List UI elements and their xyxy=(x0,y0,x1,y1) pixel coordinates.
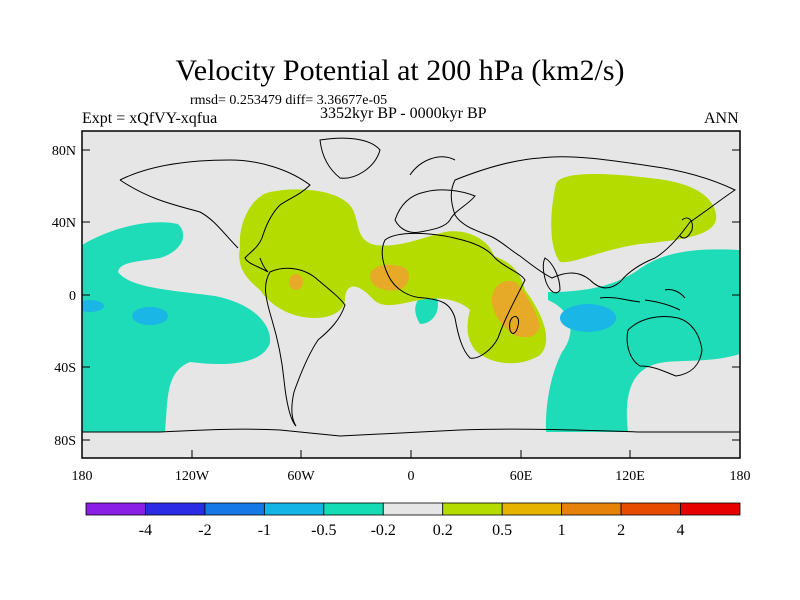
colorbar-box-10 xyxy=(680,502,741,516)
colorbar-label-7: 1 xyxy=(558,522,566,539)
lon-label-120e: 120E xyxy=(615,469,645,484)
latitude-ticks xyxy=(82,149,740,441)
blue-region-west-pacific-edge xyxy=(82,300,104,312)
coast-indonesia xyxy=(599,289,686,311)
period-label: 3352kyr BP - 0000kyr BP xyxy=(320,105,487,122)
lon-label-180w: 180 xyxy=(72,469,93,484)
colorbar-label-1: -2 xyxy=(198,522,211,539)
coast-north-america xyxy=(119,159,311,273)
colorbar-boxes xyxy=(85,502,741,516)
coastlines xyxy=(82,137,740,437)
colorbar-box-8 xyxy=(561,502,622,516)
teal-region-east-pacific-indonesia xyxy=(545,249,740,432)
season-label: ANN xyxy=(704,110,739,127)
lon-label-120w: 120W xyxy=(175,469,210,484)
lat-label-80n: 80N xyxy=(52,144,76,159)
lon-label-60e: 60E xyxy=(510,469,533,484)
blue-region-indian-ocean xyxy=(560,304,616,332)
coast-antarctica xyxy=(82,428,740,437)
longitude-ticks xyxy=(81,450,741,458)
lon-label-60w: 60W xyxy=(287,469,315,484)
experiment-label: Expt = xQfVY-xqfua xyxy=(82,110,218,127)
stats-line: rmsd= 0.253479 diff= 3.36677e-05 xyxy=(190,93,388,108)
colorbar-box-9 xyxy=(620,502,681,516)
colorbar-box-1 xyxy=(145,502,206,516)
coast-asia xyxy=(450,156,737,289)
lon-label-180e: 180 xyxy=(730,469,751,484)
lat-label-80s: 80S xyxy=(54,434,76,449)
colorbar-box-5 xyxy=(382,502,444,516)
coast-india xyxy=(542,257,561,294)
colorbar-box-2 xyxy=(204,502,265,516)
lat-label-40s: 40S xyxy=(54,361,76,376)
coast-japan xyxy=(679,217,693,239)
colorbar-box-6 xyxy=(442,502,503,516)
colorbar-label-9: 4 xyxy=(677,522,685,539)
lon-label-0: 0 xyxy=(408,469,415,484)
coast-australia xyxy=(626,316,703,377)
coast-madagascar xyxy=(509,315,519,334)
teal-region-south-atlantic xyxy=(415,295,438,324)
coast-greenland xyxy=(319,137,381,179)
coast-europe xyxy=(394,156,476,233)
colorbar-label-3: -0.5 xyxy=(311,522,336,539)
lat-label-eq: 0 xyxy=(69,289,76,304)
colorbar-label-8: 2 xyxy=(617,522,625,539)
coast-africa xyxy=(381,232,526,359)
colorbar-box-7 xyxy=(501,502,563,516)
green-region-asia xyxy=(551,174,717,263)
plot-title: Velocity Potential at 200 hPa (km2/s) xyxy=(175,54,625,87)
colorbar-label-0: -4 xyxy=(139,522,152,539)
colorbar-label-4: -0.2 xyxy=(371,522,396,539)
colorbar-label-2: -1 xyxy=(258,522,271,539)
colorbar-box-4 xyxy=(323,502,384,516)
colorbar-label-5: 0.2 xyxy=(433,522,453,539)
colorbar-box-3 xyxy=(263,502,325,516)
orange-region-south-america xyxy=(289,274,303,290)
colorbar-box-0 xyxy=(85,502,146,516)
coast-south-america xyxy=(265,267,346,427)
teal-region-far-east xyxy=(720,300,740,330)
lat-label-40n: 40N xyxy=(52,216,76,231)
teal-region-north-pacific xyxy=(82,222,271,432)
negative-anomaly-regions xyxy=(82,222,740,432)
blue-region-central-pacific xyxy=(132,307,168,325)
colorbar-label-6: 0.5 xyxy=(492,522,512,539)
colorbar-labels: -4 -2 -1 -0.5 -0.2 0.2 0.5 1 2 4 xyxy=(139,522,685,539)
medium-negative-regions xyxy=(82,300,616,332)
